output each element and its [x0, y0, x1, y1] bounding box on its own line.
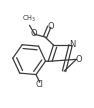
Text: CH$_3$: CH$_3$ [22, 14, 36, 24]
Text: O: O [30, 29, 37, 38]
Text: Cl: Cl [36, 80, 44, 89]
Text: N: N [69, 40, 76, 49]
Text: O: O [47, 22, 54, 31]
Text: O: O [75, 55, 82, 64]
